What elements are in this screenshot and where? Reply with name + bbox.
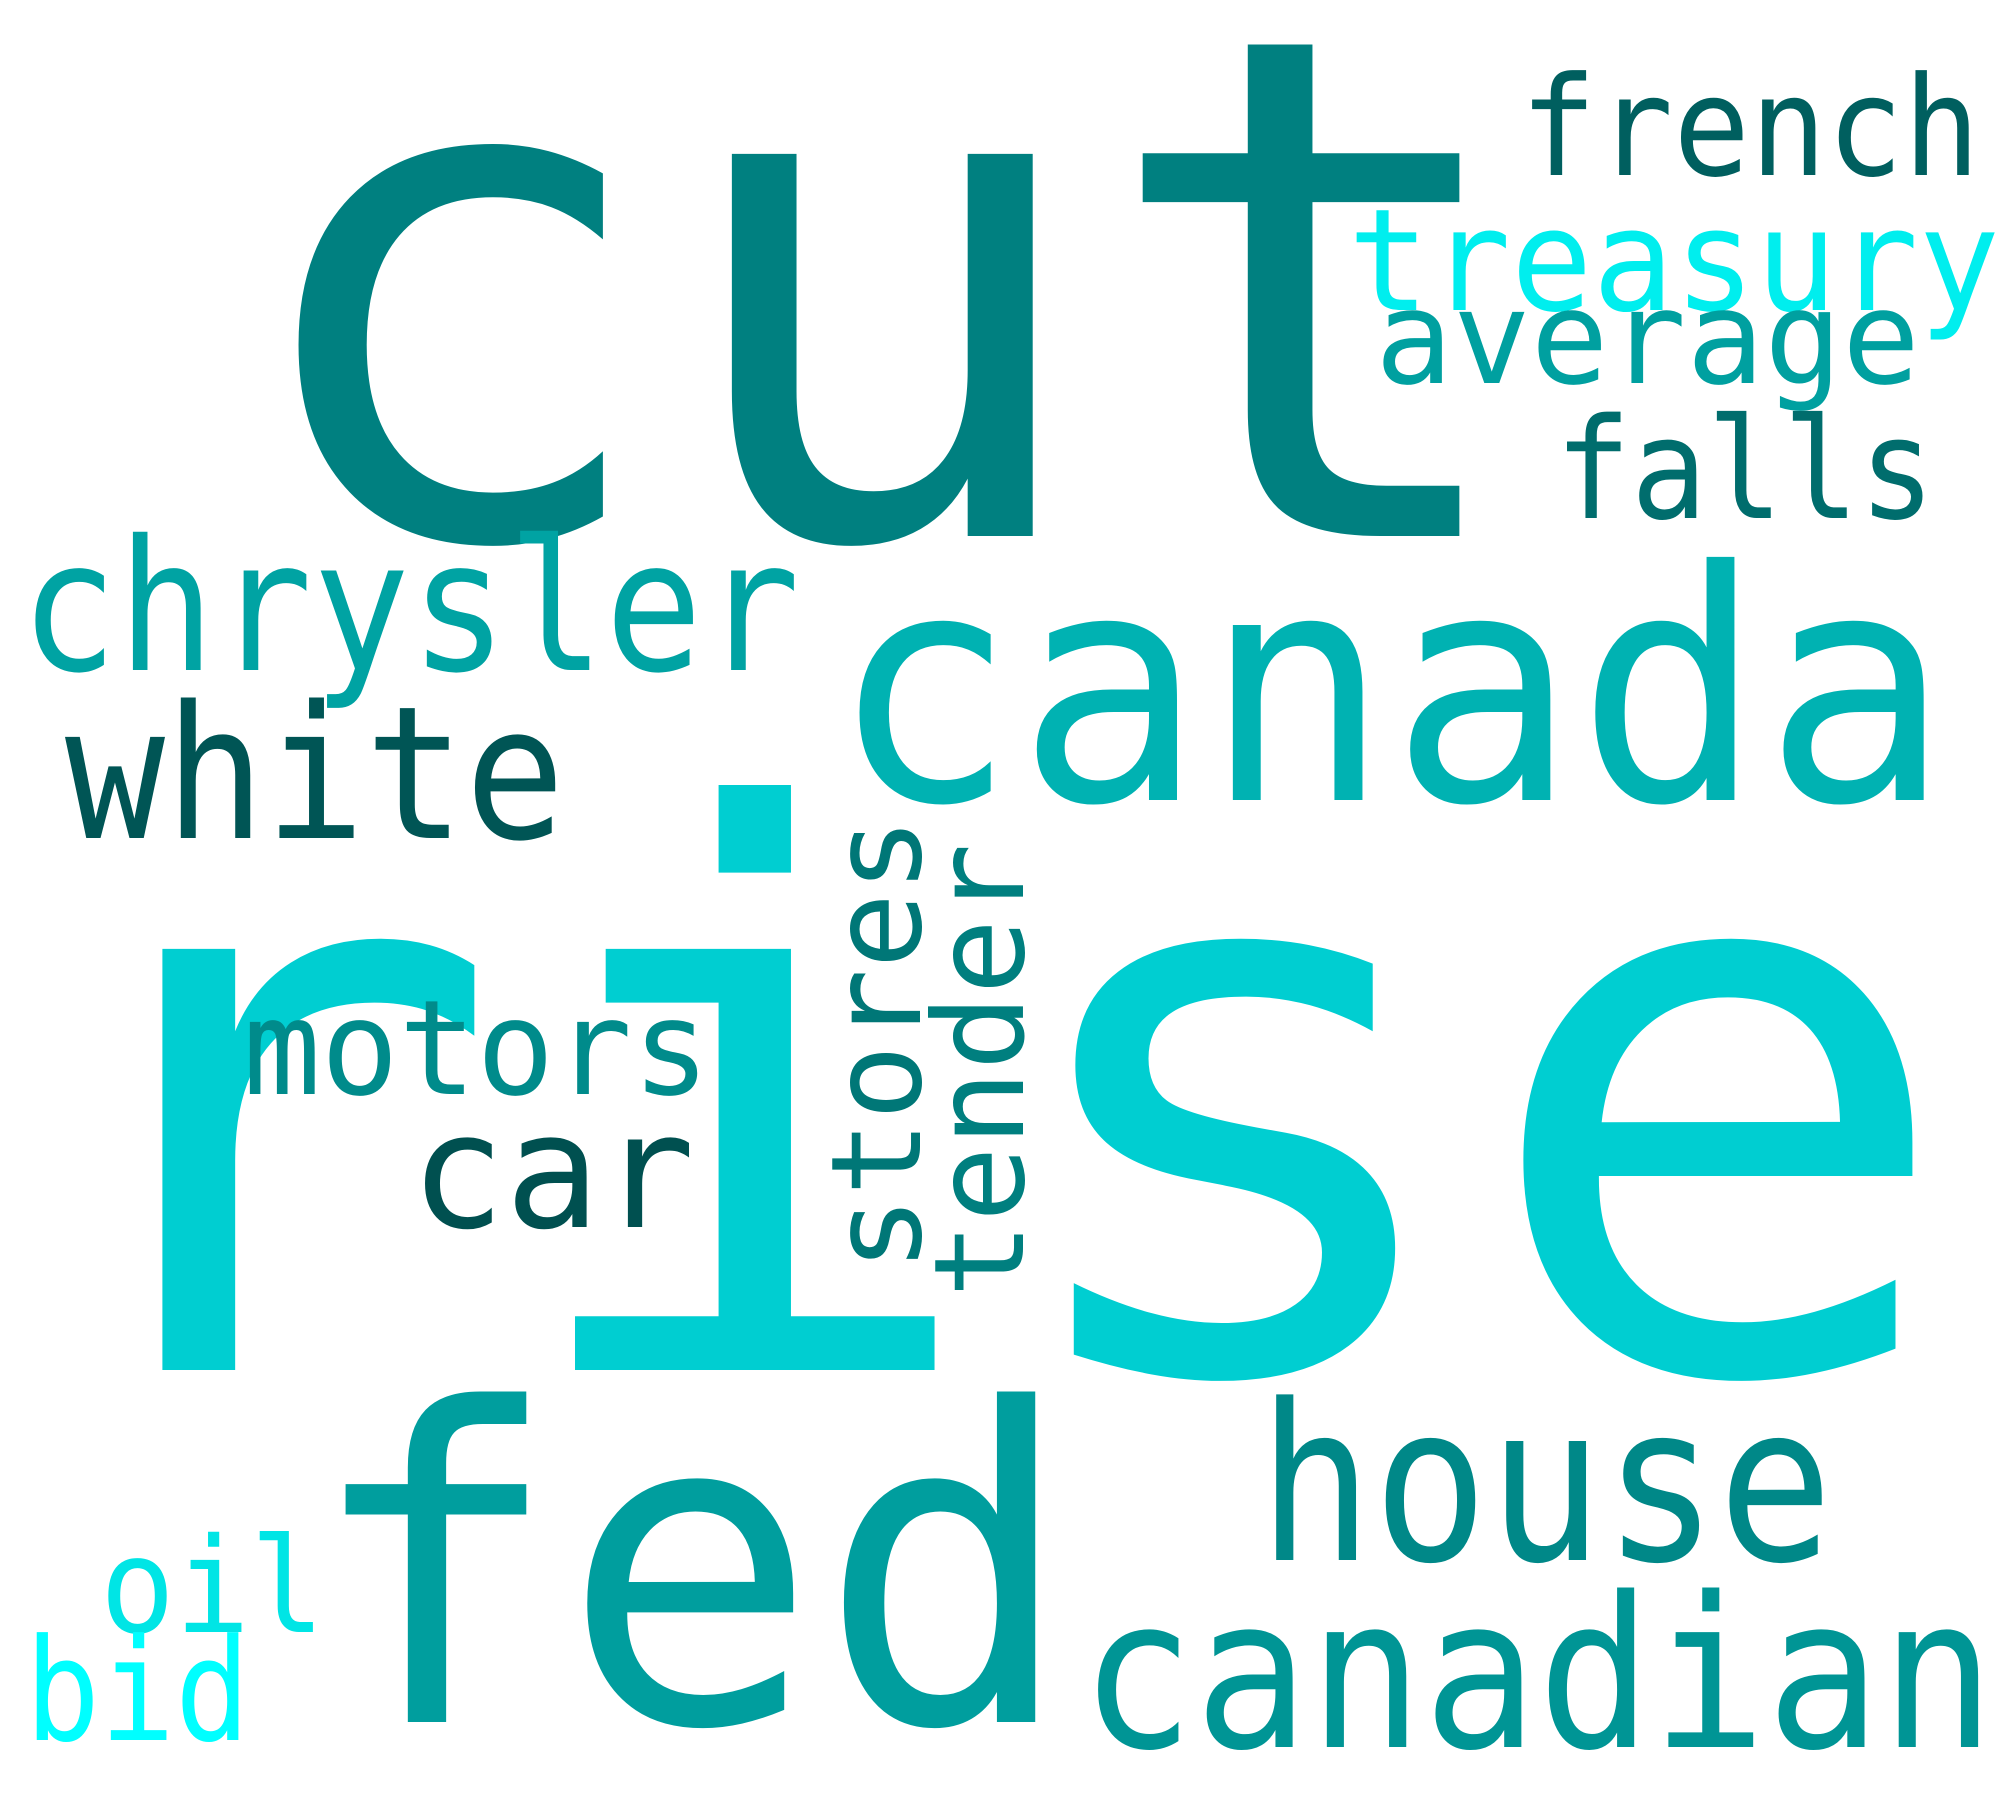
word-motors: motors (243, 972, 710, 1126)
word-treasury: treasury (1348, 179, 2000, 344)
word-cut: cut (230, 0, 1530, 702)
word-canadian: canadian (1080, 1552, 1995, 1797)
word-bid: bid (25, 1609, 250, 1774)
word-car: car (410, 1078, 695, 1265)
word-canada: canada (830, 504, 1950, 876)
word-rise: rise (20, 655, 1960, 1552)
word-average: average (1375, 262, 1920, 414)
word-white: white (65, 666, 565, 882)
word-chrysler: chrysler (20, 501, 800, 713)
word-oil: oil (100, 1510, 325, 1664)
word-house: house (1258, 1359, 1833, 1612)
word-falls: falls (1555, 389, 1935, 552)
word-fed: fed (305, 1318, 1075, 1800)
word-french: french (1520, 47, 1980, 208)
word-tender: tender (908, 843, 1053, 1298)
word-stores: stores (805, 817, 950, 1272)
